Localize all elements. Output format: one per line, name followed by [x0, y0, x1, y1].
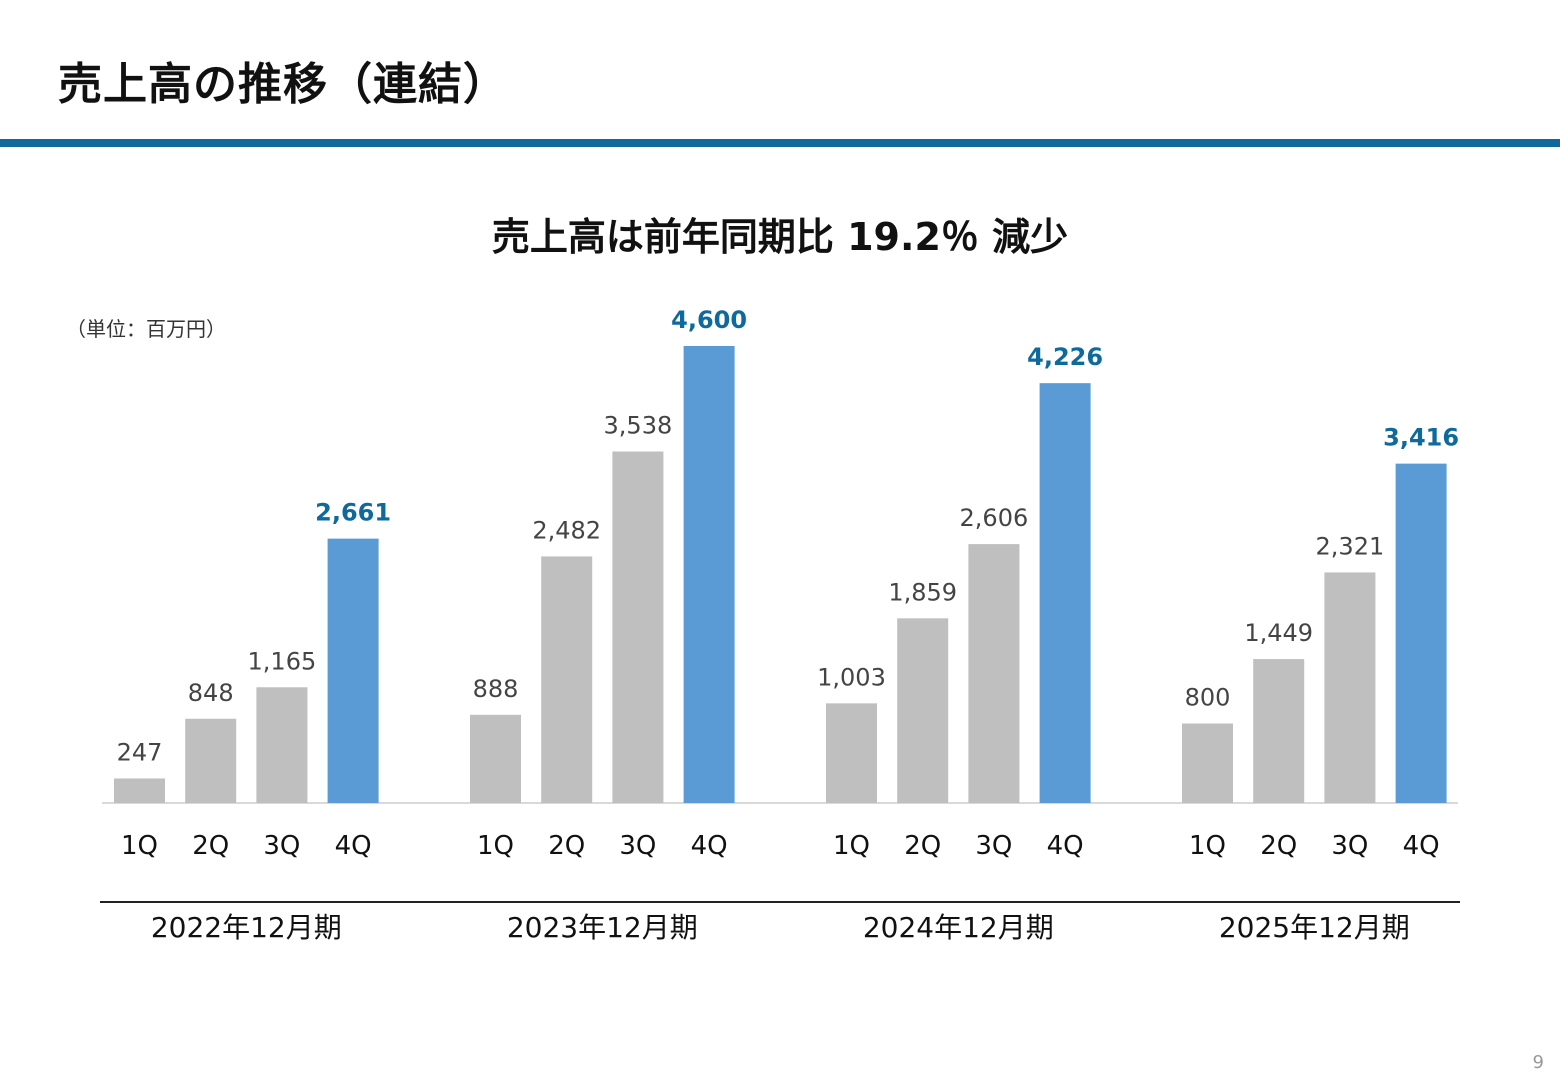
bar-1-4q	[683, 346, 735, 803]
fiscal-year-label-3: 2025年12月期	[1219, 911, 1410, 944]
quarter-label-0-1q: 1Q	[121, 831, 158, 861]
value-label-0-4q: 2,661	[315, 499, 391, 527]
bar-2-3q	[968, 544, 1020, 803]
value-label-1-4q: 4,600	[671, 306, 747, 334]
title-rule	[0, 139, 1560, 147]
quarter-label-1-1q: 1Q	[477, 831, 514, 861]
bar-3-4q	[1395, 463, 1447, 803]
unit-label: （単位：百万円）	[66, 317, 226, 341]
quarter-label-1-4q: 4Q	[691, 831, 728, 861]
value-label-1-1q: 888	[473, 675, 519, 703]
value-label-0-2q: 848	[188, 679, 234, 707]
quarter-label-3-4q: 4Q	[1403, 831, 1440, 861]
value-label-0-3q: 1,165	[248, 647, 317, 675]
quarter-label-3-2q: 2Q	[1260, 831, 1297, 861]
fiscal-year-label-2: 2024年12月期	[863, 911, 1054, 944]
bar-0-2q	[185, 718, 237, 803]
quarter-label-2-3q: 3Q	[975, 831, 1012, 861]
slide-title: 売上高の推移（連結）	[58, 59, 508, 110]
quarter-label-1-2q: 2Q	[548, 831, 585, 861]
value-label-2-4q: 4,226	[1027, 343, 1103, 371]
quarter-label-3-3q: 3Q	[1331, 831, 1368, 861]
fiscal-year-label-0: 2022年12月期	[151, 911, 342, 944]
value-label-0-1q: 247	[117, 738, 163, 766]
bar-3-2q	[1253, 659, 1305, 803]
bar-2-4q	[1039, 383, 1091, 803]
value-label-1-3q: 3,538	[604, 412, 673, 440]
bar-0-1q	[114, 778, 165, 803]
bar-0-3q	[256, 687, 308, 803]
quarter-label-1-3q: 3Q	[619, 831, 656, 861]
bar-1-2q	[541, 556, 593, 803]
quarter-label-3-1q: 1Q	[1189, 831, 1226, 861]
value-label-3-2q: 1,449	[1244, 619, 1313, 647]
quarter-label-0-4q: 4Q	[335, 831, 372, 861]
bar-3-3q	[1324, 572, 1376, 803]
value-label-2-2q: 1,859	[888, 578, 957, 606]
quarter-label-2-2q: 2Q	[904, 831, 941, 861]
bar-2-2q	[897, 618, 949, 803]
bar-1-3q	[612, 451, 664, 803]
quarter-label-2-1q: 1Q	[833, 831, 870, 861]
value-label-3-1q: 800	[1185, 684, 1231, 712]
bar-3-1q	[1182, 723, 1233, 803]
chart-headline: 売上高は前年同期比 19.2％ 減少	[491, 215, 1069, 259]
quarter-label-2-4q: 4Q	[1047, 831, 1084, 861]
value-label-2-3q: 2,606	[960, 504, 1029, 532]
bar-0-4q	[327, 538, 379, 803]
value-label-3-3q: 2,321	[1316, 532, 1385, 560]
fiscal-year-label-1: 2023年12月期	[507, 911, 698, 944]
bar-1-1q	[470, 714, 521, 803]
value-label-1-2q: 2,482	[532, 516, 601, 544]
page-number: 9	[1532, 1052, 1544, 1073]
value-label-2-1q: 1,003	[817, 663, 886, 691]
value-label-3-4q: 3,416	[1383, 424, 1459, 452]
bar-2-1q	[826, 703, 877, 803]
quarter-label-0-2q: 2Q	[192, 831, 229, 861]
quarter-label-0-3q: 3Q	[263, 831, 300, 861]
